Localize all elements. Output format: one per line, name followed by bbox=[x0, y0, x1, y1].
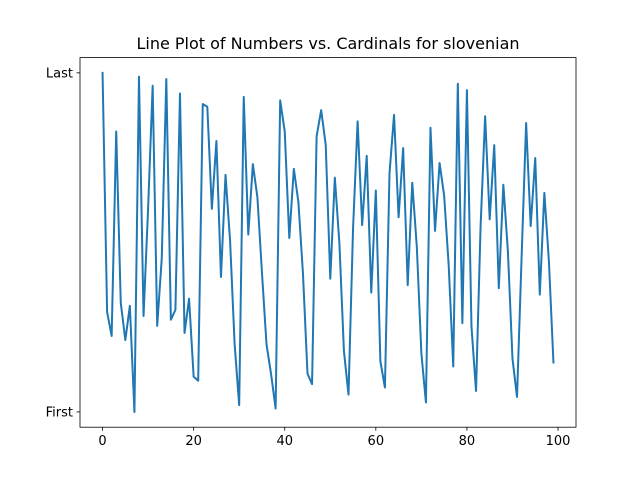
x-axis: 0 20 40 60 80 100 bbox=[98, 427, 570, 449]
x-tick-label: 60 bbox=[368, 434, 385, 449]
y-tick-label: Last bbox=[46, 66, 73, 81]
series-line-0 bbox=[101, 71, 555, 413]
x-tick-label: 0 bbox=[98, 434, 106, 449]
y-tick-label: First bbox=[46, 405, 73, 420]
x-tick-label: 20 bbox=[185, 434, 202, 449]
x-tick-label: 80 bbox=[459, 434, 476, 449]
axes-frame bbox=[79, 57, 577, 428]
x-tick-label: 40 bbox=[276, 434, 293, 449]
y-axis: First Last bbox=[46, 66, 80, 420]
plot-area bbox=[101, 71, 555, 413]
chart-title: Line Plot of Numbers vs. Cardinals for s… bbox=[136, 34, 519, 53]
x-tick-label: 100 bbox=[546, 434, 571, 449]
